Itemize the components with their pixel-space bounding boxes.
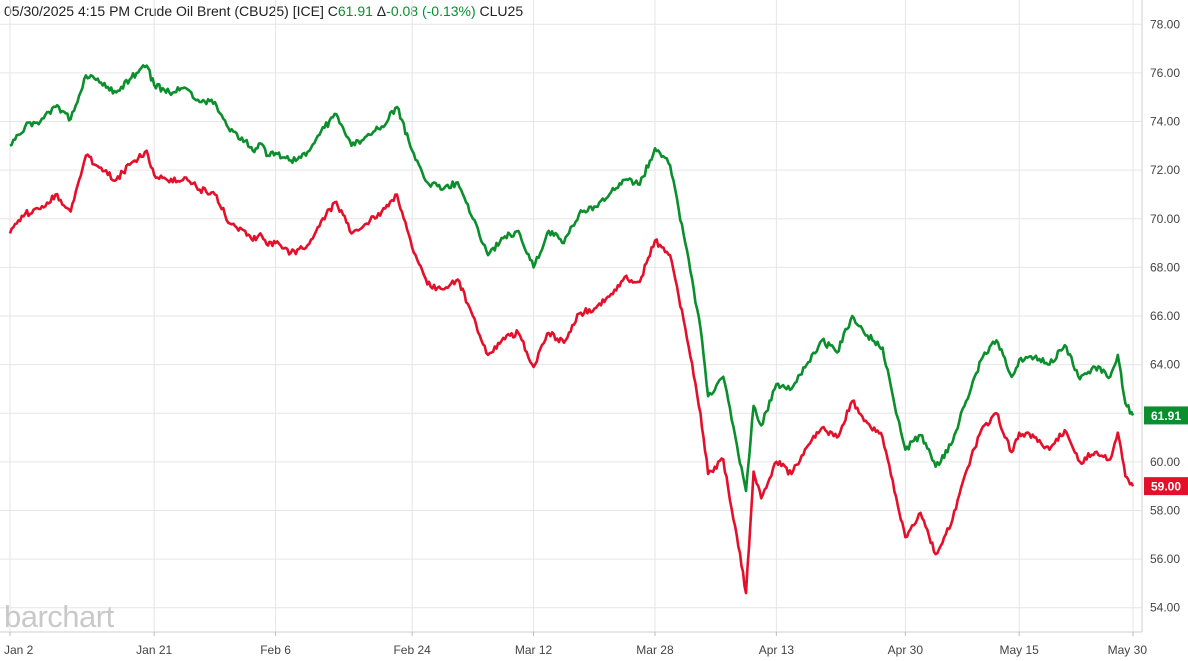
- last-value-tag-text: 59.00: [1151, 480, 1181, 494]
- y-tick-label: 56.00: [1150, 552, 1180, 566]
- x-tick-label: May 15: [1000, 643, 1040, 657]
- y-tick-label: 76.00: [1150, 66, 1180, 80]
- x-tick-label: Jan 21: [136, 643, 172, 657]
- series-line-clu25: [8, 149, 1135, 595]
- last-value-tags: 61.91 59.00: [1144, 406, 1188, 496]
- last-value-tag-cbu25: [1144, 406, 1188, 425]
- y-tick-label: 72.00: [1150, 163, 1180, 177]
- x-tick-label: Feb 24: [393, 643, 431, 657]
- last-value-tag-text: 61.91: [1151, 409, 1181, 423]
- y-tick-label: 54.00: [1150, 601, 1180, 615]
- x-tick-label: Jan 2: [4, 643, 34, 657]
- x-tick-label: Mar 28: [636, 643, 674, 657]
- y-tick-label: 68.00: [1150, 260, 1180, 274]
- x-tick-label: Apr 13: [759, 643, 795, 657]
- series-lines: [8, 64, 1135, 595]
- y-tick-label: 78.00: [1150, 17, 1180, 31]
- x-tick-label: Apr 30: [888, 643, 924, 657]
- series-line-cbu25: [9, 64, 1135, 493]
- x-axis: Jan 2 Jan 21 Feb 6 Feb 24 Mar 12 Mar 28 Apr 13…: [4, 632, 1147, 657]
- chart-header: 05/30/2025 4:15 PM Crude Oil Brent (CBU2…: [4, 3, 523, 19]
- header-datetime: 05/30/2025 4:15 PM: [4, 3, 131, 19]
- chart-grid: [0, 0, 1142, 632]
- barchart-watermark: barchart: [4, 599, 115, 634]
- header-instrument: Crude Oil Brent (CBU25) [ICE]: [134, 3, 324, 19]
- y-tick-label: 58.00: [1150, 503, 1180, 517]
- y-tick-label: 66.00: [1150, 309, 1180, 323]
- header-compare-symbol: CLU25: [479, 3, 524, 19]
- y-tick-label: 70.00: [1150, 212, 1180, 226]
- header-change-label: Δ: [376, 3, 387, 19]
- x-tick-label: Feb 6: [260, 643, 291, 657]
- y-tick-label: 64.00: [1150, 358, 1180, 372]
- header-close-value: 61.91: [337, 3, 373, 19]
- header-close-label: C: [327, 3, 338, 19]
- y-tick-label: 74.00: [1150, 115, 1180, 129]
- y-axis: 54.0056.0058.0060.0062.0064.0066.0068.00…: [1150, 17, 1180, 614]
- y-tick-label: 60.00: [1150, 455, 1180, 469]
- x-tick-label: Mar 12: [515, 643, 553, 657]
- header-change-value: -0.08 (-0.13%): [386, 3, 476, 19]
- x-tick-label: May 30: [1108, 643, 1148, 657]
- last-value-tag-clu25: [1144, 477, 1188, 496]
